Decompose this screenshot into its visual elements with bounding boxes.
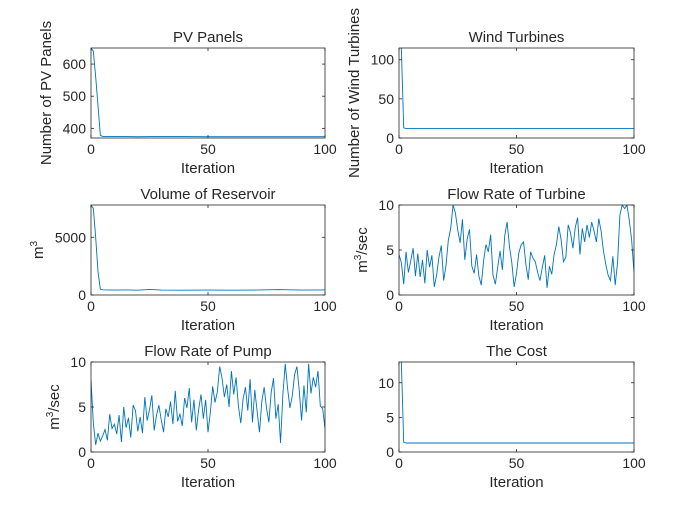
y-tick-label: 500 — [63, 88, 87, 104]
series-line — [91, 48, 325, 138]
series-line — [399, 362, 634, 444]
x-axis-label: Iteration — [489, 474, 543, 491]
x-axis-label: Iteration — [181, 474, 235, 491]
x-tick-label: 100 — [622, 298, 646, 314]
x-axis-label: Iteration — [489, 317, 543, 334]
y-axis-label: m3/sec — [45, 384, 63, 430]
y-tick-label: 600 — [63, 56, 87, 72]
x-tick-label: 50 — [200, 141, 216, 157]
x-tick-label: 50 — [509, 455, 525, 471]
x-tick-label: 0 — [395, 455, 403, 471]
y-tick-label: 0 — [386, 287, 394, 303]
axes-frame — [398, 361, 635, 453]
y-axis-label: Number of PV Panels — [38, 21, 55, 165]
y-tick-label: 100 — [371, 52, 395, 68]
y-tick-label: 10 — [378, 197, 394, 213]
plot-title: Flow Rate of Turbine — [447, 186, 585, 203]
axes-frame — [90, 47, 326, 139]
y-tick-label: 0 — [386, 130, 394, 146]
series-line — [399, 205, 634, 288]
x-tick-label: 0 — [87, 455, 95, 471]
x-axis-label: Iteration — [489, 160, 543, 177]
y-tick-label: 5000 — [55, 229, 86, 245]
y-tick-label: 5 — [78, 399, 86, 415]
subplot-3: 0 50 100 0 5000 Volume of Reservoir Iteration m… — [29, 186, 337, 334]
series-line — [91, 363, 325, 445]
plot-title: PV Panels — [173, 29, 243, 46]
plot-title: Flow Rate of Pump — [144, 343, 272, 360]
x-tick-label: 100 — [313, 141, 337, 157]
series-line — [399, 48, 634, 130]
series-line — [91, 205, 325, 291]
x-tick-label: 100 — [313, 298, 337, 314]
x-tick-label: 100 — [622, 455, 646, 471]
plot-title: The Cost — [486, 343, 548, 360]
x-tick-label: 100 — [622, 141, 646, 157]
y-tick-label: 10 — [378, 375, 394, 391]
axes-frame — [90, 204, 326, 296]
subplot-1: 0 50 100 400 500 600 PV Panels Iteration Number … — [38, 21, 337, 177]
x-tick-label: 0 — [395, 298, 403, 314]
x-tick-label: 100 — [313, 455, 337, 471]
x-tick-label: 0 — [87, 141, 95, 157]
axes-frame — [398, 47, 635, 139]
x-tick-label: 50 — [509, 298, 525, 314]
y-axis-label: m3/sec — [353, 227, 371, 273]
y-tick-label: 0 — [78, 444, 86, 460]
subplot-6: 0 50 100 0 5 10 The Cost Iteration — [378, 343, 645, 491]
plot-title: Wind Turbines — [469, 29, 565, 46]
x-tick-label: 0 — [87, 298, 95, 314]
x-axis-label: Iteration — [181, 160, 235, 177]
y-tick-label: 5 — [386, 242, 394, 258]
x-tick-label: 50 — [200, 455, 216, 471]
y-axis-label: Number of Wind Turbines — [346, 8, 363, 178]
y-tick-label: 10 — [70, 354, 86, 370]
y-axis-label: m3 — [29, 241, 47, 260]
subplot-5: 0 50 100 0 5 10 Flow Rate of Pump Iteration m3/s… — [45, 343, 337, 491]
x-tick-label: 50 — [200, 298, 216, 314]
y-tick-label: 400 — [63, 120, 87, 136]
x-tick-label: 50 — [509, 141, 525, 157]
subplot-4: 0 50 100 0 5 10 Flow Rate of Turbine Iteration m… — [353, 186, 646, 334]
x-tick-label: 0 — [395, 141, 403, 157]
y-tick-label: 5 — [386, 409, 394, 425]
subplot-2: 0 50 100 0 50 100 Wind Turbines Iteration Number… — [346, 8, 646, 178]
plot-title: Volume of Reservoir — [140, 186, 275, 203]
y-tick-label: 0 — [386, 444, 394, 460]
y-tick-label: 50 — [378, 91, 394, 107]
x-axis-label: Iteration — [181, 317, 235, 334]
y-tick-label: 0 — [78, 287, 86, 303]
